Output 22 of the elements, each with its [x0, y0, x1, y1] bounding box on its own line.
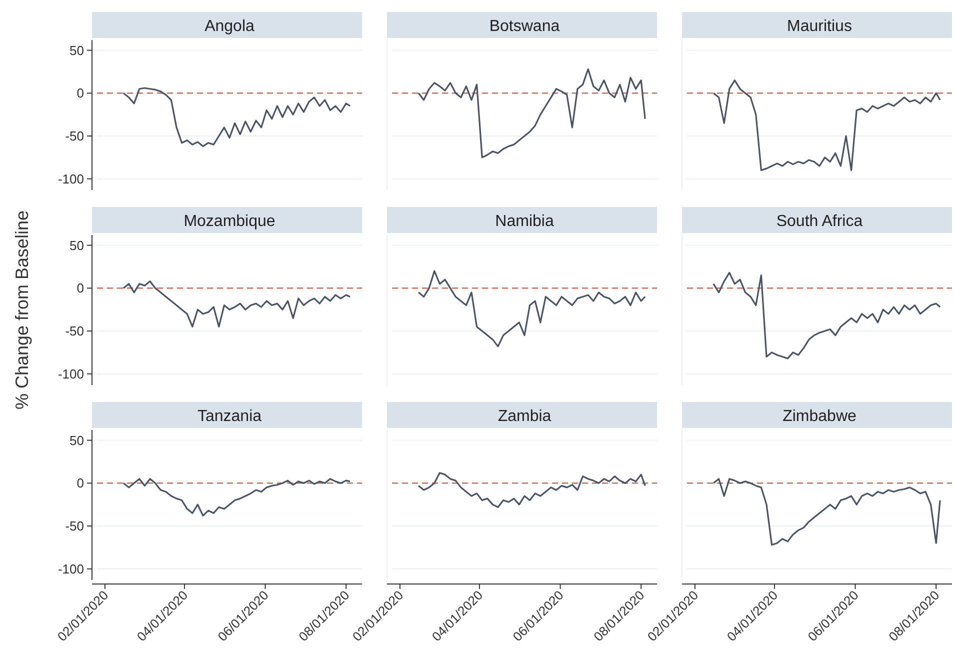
y-tick-label: 50 [70, 42, 84, 58]
y-tick-label: -50 [65, 518, 84, 534]
chart-title: Botswana [489, 18, 560, 35]
y-tick-label: 0 [76, 476, 84, 491]
chart-title: Angola [204, 18, 255, 35]
y-tick-label: 50 [70, 238, 84, 253]
chart-title: Zimbabwe [782, 408, 856, 425]
y-tick-label: -100 [58, 171, 84, 186]
chart-title: Tanzania [197, 408, 262, 425]
chart-title: Namibia [495, 213, 554, 230]
chart-title: Mozambique [184, 213, 276, 230]
chart-title: South Africa [776, 213, 863, 230]
y-tick-label: -50 [65, 324, 84, 338]
y-tick-label: -100 [58, 561, 84, 576]
chart-title: Zambia [498, 408, 552, 425]
y-tick-label: -50 [65, 128, 84, 144]
chart-title: Mauritius [787, 18, 852, 35]
y-axis-title: % Change from Baseline [12, 210, 32, 410]
y-tick-label: -100 [58, 366, 84, 382]
y-tick-label: 50 [70, 432, 84, 448]
y-tick-label: 0 [76, 280, 84, 296]
y-tick-label: 0 [76, 86, 84, 101]
